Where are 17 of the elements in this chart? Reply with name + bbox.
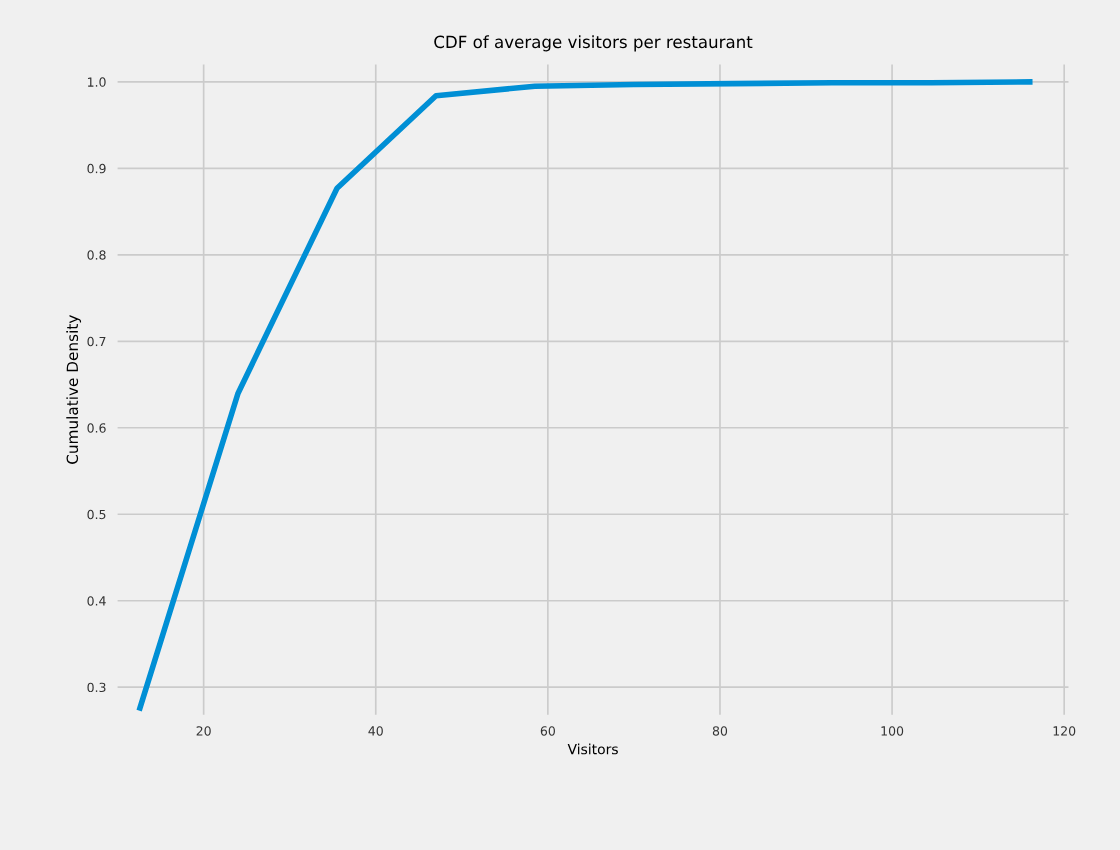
y-tick-label: 0.8 [87,250,106,260]
y-tick-label: 0.6 [87,423,106,433]
y-tick-label: 0.9 [87,163,106,174]
y-axis-title: Cumulative Density [66,315,82,464]
x-tick-label: 80 [712,726,728,736]
y-tick-label: 0.4 [87,596,106,606]
y-tick-label: 0.3 [87,682,106,693]
x-axis-title: Visitors [567,743,618,755]
y-tick-label: 0.5 [87,509,106,520]
chart-title: CDF of average visitors per restaurant [434,35,753,52]
x-tick-label: 20 [196,726,211,736]
y-tick-label: 1.0 [87,77,106,87]
x-tick-label: 100 [881,726,904,736]
y-tick-label: 0.7 [87,336,106,347]
x-tick-label: 60 [540,726,555,736]
x-tick-label: 40 [368,726,383,736]
x-tick-label: 120 [1053,726,1076,736]
